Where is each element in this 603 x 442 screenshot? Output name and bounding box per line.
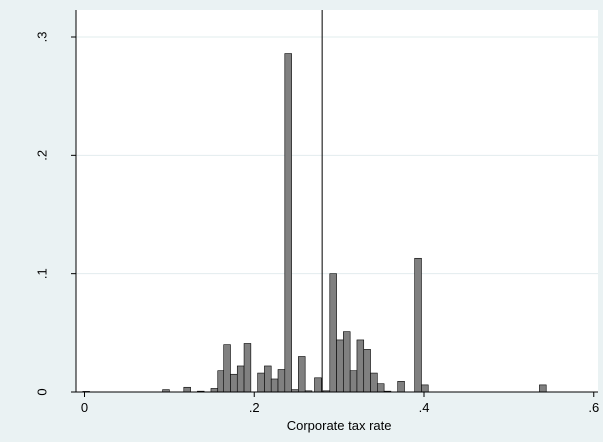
bar-9	[243, 343, 252, 393]
bar-26	[370, 372, 378, 393]
bar-6	[223, 344, 231, 393]
bar-21	[336, 339, 344, 393]
plot-area	[76, 10, 598, 392]
bar-22	[343, 331, 351, 393]
bar-11	[264, 365, 272, 393]
x-axis-ticks: 0 .2 .4 .6	[81, 392, 599, 415]
bar-32	[539, 384, 547, 393]
bar-24	[356, 339, 365, 393]
y-tick-label-3: .3	[35, 32, 50, 43]
bar-13	[277, 369, 286, 393]
bar-29	[397, 381, 405, 393]
bar-18	[314, 377, 322, 393]
bar-4	[210, 388, 219, 393]
x-tick-label-0: 0	[81, 400, 88, 415]
bar-12	[270, 378, 279, 393]
bar-2	[183, 386, 191, 393]
bar-16	[298, 356, 306, 393]
x-axis-title: Corporate tax rate	[287, 418, 392, 433]
bar-25	[363, 349, 371, 393]
bar-20	[329, 273, 337, 393]
gridlines	[76, 36, 598, 275]
y-tick-label-0: 0	[35, 388, 50, 395]
y-axis-ticks: 0 .1 .2 .3	[35, 32, 76, 396]
bar-27	[377, 383, 385, 393]
x-tick-label-3: .6	[588, 400, 599, 415]
bar-31	[421, 384, 429, 393]
y-tick-label-2: .2	[35, 150, 50, 161]
bar-23	[349, 370, 358, 393]
bar-10	[257, 372, 265, 393]
x-tick-label-1: .2	[249, 400, 260, 415]
bar-14	[284, 53, 292, 393]
bar-30	[414, 257, 422, 393]
y-tick-label-1: .1	[35, 268, 50, 279]
bar-7	[230, 373, 238, 393]
bar-8	[236, 365, 245, 393]
x-tick-label-2: .4	[419, 400, 430, 415]
